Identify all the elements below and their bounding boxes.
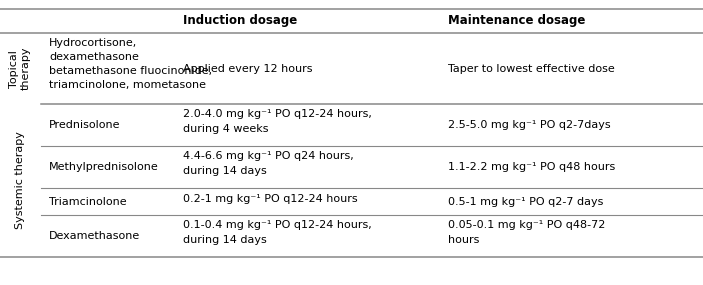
Text: Hydrocortisone,
dexamethasone
betamethasone fluocinonide,
triamcinolone, mometas: Hydrocortisone, dexamethasone betamethas… (49, 38, 212, 90)
Text: Methylprednisolone: Methylprednisolone (49, 162, 159, 172)
Text: Maintenance dosage: Maintenance dosage (448, 15, 585, 27)
Text: Taper to lowest effective dose: Taper to lowest effective dose (448, 64, 614, 74)
Text: 0.05-0.1 mg kg⁻¹ PO q48-72
hours: 0.05-0.1 mg kg⁻¹ PO q48-72 hours (448, 220, 605, 245)
Text: Applied every 12 hours: Applied every 12 hours (183, 64, 312, 74)
Text: 2.5-5.0 mg kg⁻¹ PO q2-7days: 2.5-5.0 mg kg⁻¹ PO q2-7days (448, 120, 610, 130)
Text: 0.5-1 mg kg⁻¹ PO q2-7 days: 0.5-1 mg kg⁻¹ PO q2-7 days (448, 197, 603, 207)
Text: 0.1-0.4 mg kg⁻¹ PO q12-24 hours,
during 14 days: 0.1-0.4 mg kg⁻¹ PO q12-24 hours, during … (183, 220, 371, 245)
Text: Induction dosage: Induction dosage (183, 15, 297, 27)
Text: Prednisolone: Prednisolone (49, 120, 121, 130)
Text: 2.0-4.0 mg kg⁻¹ PO q12-24 hours,
during 4 weeks: 2.0-4.0 mg kg⁻¹ PO q12-24 hours, during … (183, 109, 372, 134)
Text: Triamcinolone: Triamcinolone (49, 197, 127, 207)
Text: Systemic therapy: Systemic therapy (15, 132, 25, 229)
Text: 0.2-1 mg kg⁻¹ PO q12-24 hours: 0.2-1 mg kg⁻¹ PO q12-24 hours (183, 194, 357, 203)
Text: 4.4-6.6 mg kg⁻¹ PO q24 hours,
during 14 days: 4.4-6.6 mg kg⁻¹ PO q24 hours, during 14 … (183, 151, 354, 176)
Text: 1.1-2.2 mg kg⁻¹ PO q48 hours: 1.1-2.2 mg kg⁻¹ PO q48 hours (448, 162, 615, 172)
Text: Dexamethasone: Dexamethasone (49, 231, 141, 241)
Text: Topical
therapy: Topical therapy (9, 47, 30, 90)
